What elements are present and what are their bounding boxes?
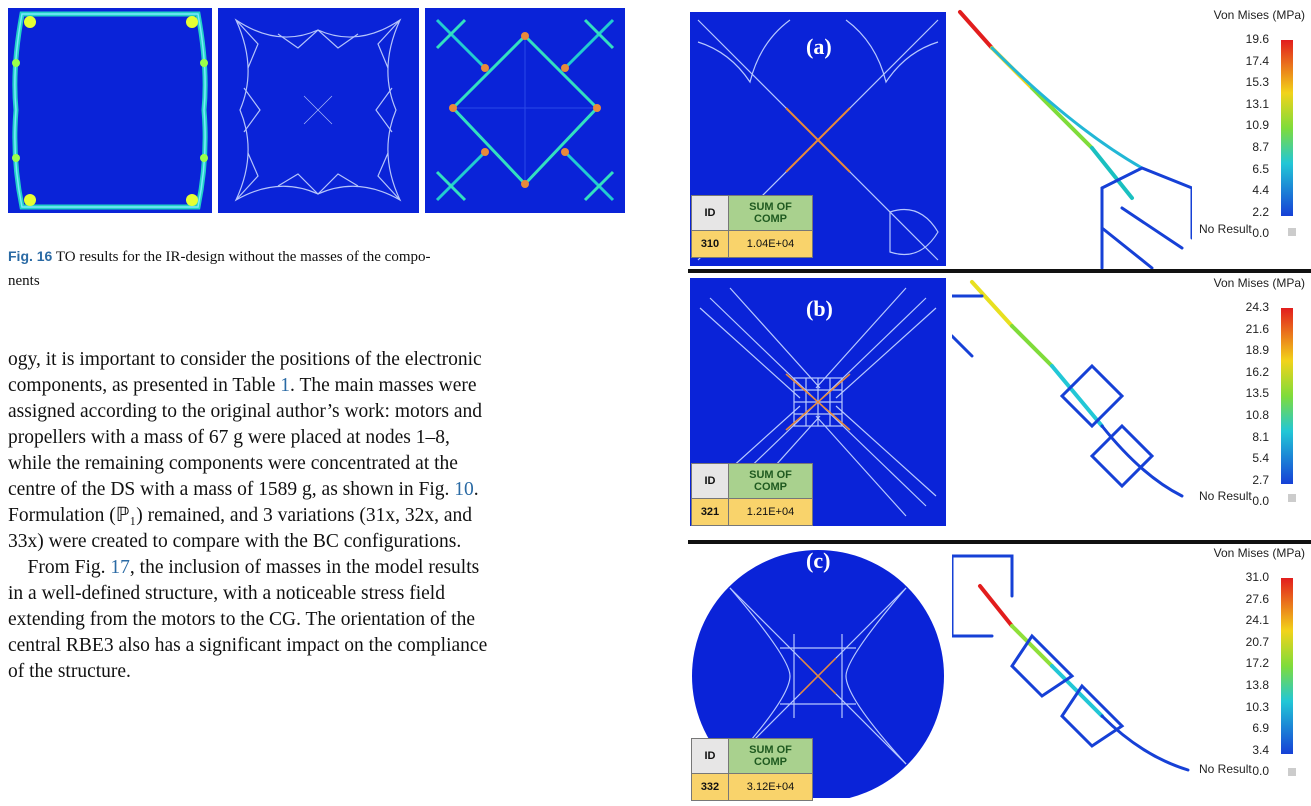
fig17-panel-a-structure xyxy=(697,19,939,261)
legend-tick-label: 19.6 xyxy=(1245,32,1269,46)
legend-title: Von Mises (MPa) xyxy=(1213,276,1305,290)
legend-title: Von Mises (MPa) xyxy=(1213,8,1305,22)
table-reference-link[interactable]: 1 xyxy=(280,375,291,396)
legend-tick-label: 6.5 xyxy=(1252,161,1269,176)
legend-tick-label: 16.2 xyxy=(1245,364,1269,379)
legend-tick-label: 0.0 xyxy=(1252,226,1269,241)
legend-tick-label: 20.7 xyxy=(1245,634,1269,649)
legend-tick-label: 5.4 xyxy=(1252,451,1269,466)
legend-tick-label: 10.9 xyxy=(1245,118,1269,133)
fig16-caption-text-cont: nents xyxy=(8,273,40,289)
text-line: From Fig. 17, the inclusion of masses in… xyxy=(27,557,480,578)
body-paragraph-2: From Fig. 17, the inclusion of masses in… xyxy=(8,555,648,685)
id-value: 321 xyxy=(691,498,729,526)
legend-tick-label: 17.2 xyxy=(1245,656,1269,671)
id-value: 332 xyxy=(691,773,729,801)
fig17-legend-a: Von Mises (MPa) 19.6 17.4 15.3 13.1 10.9 8.7 6… xyxy=(1195,8,1305,244)
sum-value: 1.04E+04 xyxy=(728,230,813,258)
fig17-panel-b-structure xyxy=(699,287,937,517)
sum-value: 3.12E+04 xyxy=(728,773,813,801)
fig16-caption: Fig. 16 TO results for the IR-design wit… xyxy=(8,244,648,293)
legend-tick-label: 6.9 xyxy=(1252,721,1269,736)
legend-tick-label: 21.6 xyxy=(1245,321,1269,336)
id-header: ID xyxy=(691,738,729,774)
sum-header: SUM OF COMP xyxy=(728,738,813,774)
fig17-id-table-b: ID SUM OF COMP 321 1.21E+04 xyxy=(691,463,813,526)
legend-tick-label: 18.9 xyxy=(1245,343,1269,358)
legend-tick-label: 8.7 xyxy=(1252,140,1269,154)
legend-tick-label: 10.3 xyxy=(1245,699,1269,714)
figure-reference-link[interactable]: 10 xyxy=(454,479,474,500)
legend-title: Von Mises (MPa) xyxy=(1213,546,1305,560)
legend-tick-label: 24.3 xyxy=(1245,300,1269,314)
no-result-label: No Result xyxy=(1199,762,1252,776)
no-result-label: No Result xyxy=(1199,489,1252,503)
legend-tick-label: 10.8 xyxy=(1245,408,1269,422)
id-value: 310 xyxy=(691,230,729,258)
fig17-panel-c-stress-plot xyxy=(952,554,1190,772)
row-divider xyxy=(688,269,1311,273)
text-line: in a well-defined structure, with a noti… xyxy=(8,583,445,604)
fig17-label-b: (b) xyxy=(806,296,833,321)
text-line: ogy, it is important to consider the pos… xyxy=(8,349,482,370)
fig16-caption-text: TO results for the IR-design without the… xyxy=(55,249,431,265)
legend-tick-label: 2.7 xyxy=(1252,472,1269,487)
fig16-caption-label: Fig. 16 xyxy=(8,248,53,264)
text-line: central RBE3 also has a significant impa… xyxy=(8,635,488,656)
fig16-panel-1-structure xyxy=(12,11,208,210)
no-result-swatch xyxy=(1288,494,1296,502)
text-line: assigned according to the original autho… xyxy=(8,401,483,422)
legend-color-bar xyxy=(1281,578,1293,754)
no-result-label: No Result xyxy=(1199,222,1252,236)
row-divider xyxy=(688,540,1311,544)
fig17-id-table-c: ID SUM OF COMP 332 3.12E+04 xyxy=(691,738,813,801)
legend-tick-label: 4.4 xyxy=(1252,183,1269,198)
text-line: of the structure. xyxy=(8,661,131,682)
sum-value: 1.21E+04 xyxy=(728,498,813,526)
legend-tick-label: 0.0 xyxy=(1252,764,1269,779)
fig16-panel-3-structure xyxy=(435,18,615,202)
legend-tick-label: 27.6 xyxy=(1245,591,1269,606)
legend-tick-label: 24.1 xyxy=(1245,613,1269,628)
no-result-swatch xyxy=(1288,228,1296,236)
text-line: Formulation (ℙ₁) remained, and 3 variati… xyxy=(8,505,472,526)
legend-tick-label: 31.0 xyxy=(1245,570,1269,584)
legend-color-bar xyxy=(1281,40,1293,216)
sum-header: SUM OF COMP xyxy=(728,195,813,231)
body-paragraph-1: ogy, it is important to consider the pos… xyxy=(8,347,648,555)
sum-header: SUM OF COMP xyxy=(728,463,813,499)
text-line: 33x) were created to compare with the BC… xyxy=(8,531,462,552)
legend-color-bar xyxy=(1281,308,1293,484)
id-header: ID xyxy=(691,195,729,231)
text-line: components, as presented in Table 1. The… xyxy=(8,375,477,396)
legend-tick-label: 8.1 xyxy=(1252,429,1269,444)
text-line: while the remaining components were conc… xyxy=(8,453,458,474)
no-result-swatch xyxy=(1288,768,1296,776)
legend-tick-label: 15.3 xyxy=(1245,75,1269,90)
fig17-panel-a-stress-plot xyxy=(958,10,1192,270)
legend-tick-label: 2.2 xyxy=(1252,204,1269,219)
fig17-legend-c: Von Mises (MPa) 31.0 27.6 24.1 20.7 17.2 13.8… xyxy=(1195,546,1305,782)
fig17-label-c: (c) xyxy=(806,548,831,573)
fig17-panel-c-topology xyxy=(692,550,944,798)
fig17-panel-b-stress-plot xyxy=(952,280,1184,498)
legend-tick-label: 13.5 xyxy=(1245,386,1269,401)
fig17-label-a: (a) xyxy=(806,34,832,59)
text-line: propellers with a mass of 67 g were plac… xyxy=(8,427,450,448)
legend-tick-label: 17.4 xyxy=(1245,53,1269,68)
legend-tick-label: 0.0 xyxy=(1252,494,1269,509)
legend-tick-label: 13.8 xyxy=(1245,678,1269,692)
id-header: ID xyxy=(691,463,729,499)
text-line: extending from the motors to the CG. The… xyxy=(8,609,476,630)
legend-tick-label: 13.1 xyxy=(1245,96,1269,111)
fig16-panel-2 xyxy=(218,8,419,213)
fig16-panel-1 xyxy=(8,8,212,213)
fig17-id-table-a: ID SUM OF COMP 310 1.04E+04 xyxy=(691,195,813,258)
fig16-panel-2-structure xyxy=(234,18,402,202)
fig17-legend-b: Von Mises (MPa) 24.3 21.6 18.9 16.2 13.5 10.8… xyxy=(1195,276,1305,512)
legend-tick-label: 3.4 xyxy=(1252,742,1269,757)
fig16-panel-3 xyxy=(425,8,625,213)
text-line: centre of the DS with a mass of 1589 g, … xyxy=(8,479,479,500)
figure-reference-link[interactable]: 17 xyxy=(110,557,130,578)
